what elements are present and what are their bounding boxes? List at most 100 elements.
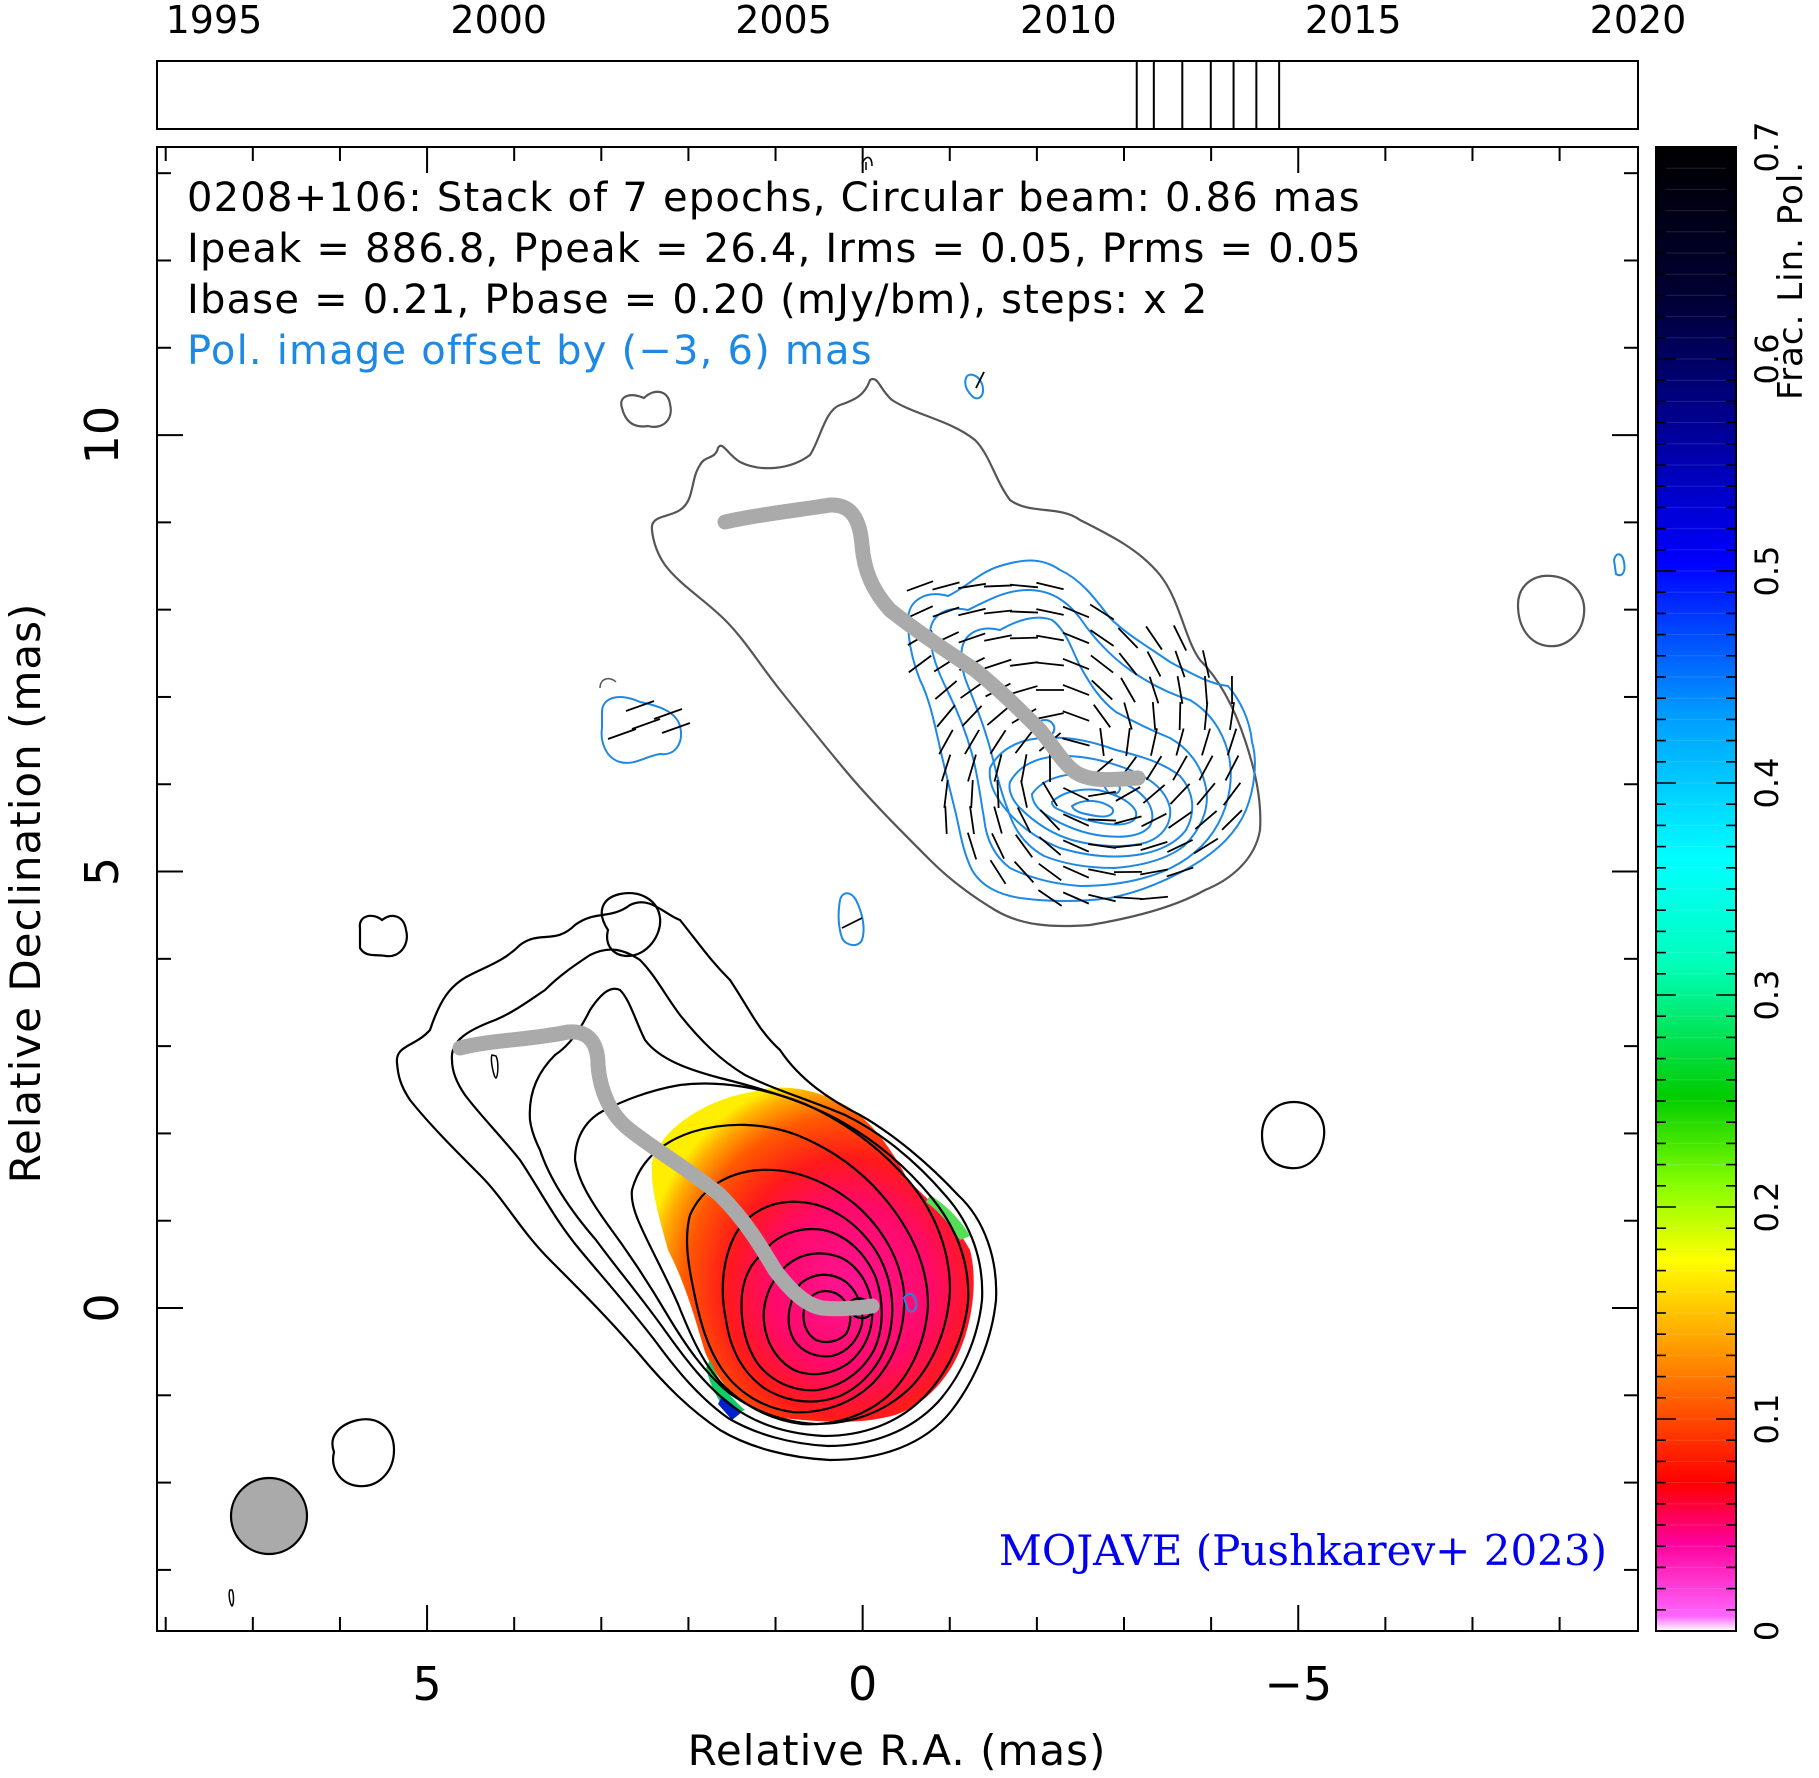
evpa-stick [1093,704,1111,728]
colorbar-tick-label: 0.2 [1748,1182,1786,1233]
frac-pol-edge-blue [718,1396,742,1420]
evpa-stick [1221,809,1243,831]
evpa-stick [1089,629,1115,647]
evpa-stick [1016,807,1032,833]
evpa-stick [984,634,1012,642]
evpa-stick [1142,784,1166,804]
colorbar: 0 0.1 0.2 0.3 0.4 0.5 0.6 0.7 Frac. Lin. Pol. [1655,122,1811,1641]
y-tick-label: 0 [75,1293,129,1322]
colorbar-tick-label: 0.1 [1748,1394,1786,1445]
evpa-stick [1139,895,1169,901]
evpa-stick [908,654,932,674]
evpa-stick [1062,839,1090,853]
evpa-stick [1201,728,1211,756]
evpa-stick [1204,675,1208,705]
ridgeline-main [452,1024,880,1317]
evpa-stick [1042,781,1058,807]
evpa-stick [1113,843,1143,849]
evpa-stick [993,754,1003,782]
evpa-stick [1123,702,1133,730]
evpa-stick [625,700,655,712]
evpa-stick [1013,861,1035,883]
evpa-stick [1062,813,1090,827]
evpa-stick [1166,866,1194,878]
evpa-stick [932,581,960,591]
main-plot-frame [156,146,1639,1632]
evpa-stick [1036,712,1064,720]
colorbar-tick-label: 0.7 [1748,122,1786,173]
beam-ellipse [229,1476,309,1556]
evpa-stick [1062,657,1090,671]
evpa-stick [841,917,863,929]
evpa-stick [1038,862,1062,882]
evpa-stick [1062,737,1090,747]
ridgeline-offset [717,497,1146,788]
info-line-1: 0208+106: Stack of 7 epochs, Circular be… [187,175,1361,221]
evpa-stick [1114,815,1142,825]
evpa-stick [989,859,1007,885]
colorbar-title: Frac. Lin. Pol. [1771,161,1811,400]
evpa-stick [1224,755,1240,781]
evpa-stick [1009,636,1039,640]
evpa-stick [1226,728,1238,756]
evpa-stick [1117,627,1139,649]
evpa-stick [944,805,948,835]
main-plot-area: 5 0 −5 0 5 10 0208+106: Stack of 7 epochs, C… [1,146,1639,1775]
colorbar-tick-label: 0.6 [1748,334,1786,385]
evpa-stick [1039,809,1061,831]
y-tick-label: 10 [75,406,129,465]
evpa-stick [1010,661,1038,667]
evpa-stick [1140,840,1168,852]
evpa-stick [1063,787,1089,801]
evpa-stick [1151,701,1157,731]
y-tick-labels: 0 5 10 [75,406,129,1323]
evpa-stick [1174,650,1186,678]
evpa-stick [1202,650,1210,678]
pol-image-offset [600,371,1626,1313]
evpa-stick [1062,891,1090,905]
evpa-stick [607,728,637,740]
colorbar-tick-label: 0 [1748,1621,1786,1641]
evpa-stick [975,371,985,389]
evpa-stick [906,580,934,592]
evpa-stick [958,632,986,644]
evpa-stick [969,806,975,834]
epoch-marks [1135,61,1281,129]
evpa-stick [1091,679,1113,701]
colorbar-tick-label: 0.5 [1748,546,1786,597]
evpa-stick [938,729,954,755]
evpa-stick [943,779,949,809]
evpa-stick [1062,605,1090,619]
evpa-stick [1198,755,1214,781]
evpa-stick [1173,625,1187,651]
x-tick-label: 0 [848,1657,877,1711]
offset-note: Pol. image offset by (−3, 6) mas [187,328,873,374]
colorbar-gradient [1656,147,1736,1631]
evpa-stick [1125,727,1131,757]
evpa-stick [1203,701,1209,731]
evpa-stick [1172,755,1188,781]
evpa-stick [991,832,1005,860]
evpa-stick [1037,889,1063,907]
evpa-stick [936,704,956,728]
evpa-stick [1038,836,1062,856]
evpa-stick [958,582,986,590]
evpa-stick [970,779,974,809]
evpa-stick [1118,652,1138,676]
evpa-stick [1150,728,1158,756]
evpa-stick [1099,727,1105,757]
x-axis-ticks [164,147,1561,1631]
evpa-stick [1229,702,1235,730]
x-axis-title: Relative R.A. (mas) [688,1726,1107,1775]
evpa-stick [1062,865,1090,879]
epoch-year-label: 2015 [1305,0,1402,42]
evpa-stick [1015,834,1033,858]
stokes-i-contours [228,156,1326,1608]
evpa-stick [1009,583,1039,589]
evpa-stick [1222,782,1242,806]
evpa-stick [1178,701,1182,731]
evpa-stick [1141,812,1167,828]
evpa-stick [1088,868,1116,876]
colorbar-tick-label: 0.4 [1748,758,1786,809]
